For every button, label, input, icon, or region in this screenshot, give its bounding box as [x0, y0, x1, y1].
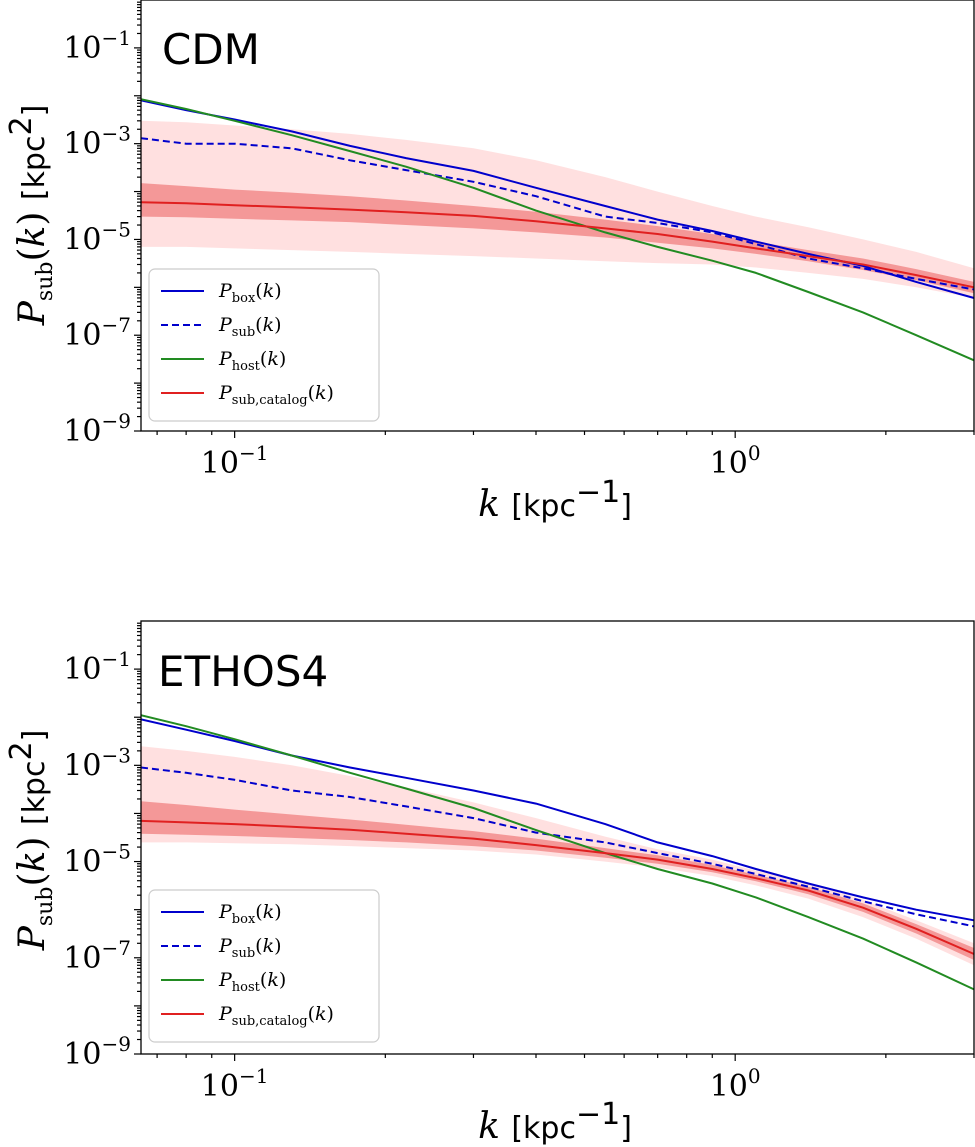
legend-item-p-host-k: Phost(k) — [161, 348, 286, 374]
y-tick-label: 10−7 — [63, 313, 131, 353]
legend-label: Phost(k) — [218, 969, 286, 995]
panel-title: ETHOS4 — [158, 647, 328, 696]
legend-label: Psub(k) — [218, 314, 282, 340]
chart-panel-cdm: 10−1 100 10−9 10−7 10−5 10−3 10−1 CDM Psub(k) … — [4, 0, 975, 525]
legend-label: Psub,catalog(k) — [218, 382, 334, 408]
ticks: 10−1 100 10−9 10−7 10−5 10−3 10−1 — [63, 1, 975, 481]
legend-label: Pbox(k) — [218, 280, 282, 306]
series-line-p-sub-catalog-k — [141, 819, 975, 955]
legend-label: Psub,catalog(k) — [218, 1003, 334, 1029]
y-tick-label: 10−5 — [63, 840, 131, 880]
legend-box — [148, 268, 380, 422]
x-axis-label: k [kpc−1] — [478, 475, 632, 525]
legend-item-p-box-k: Pbox(k) — [161, 901, 282, 927]
legend-item-p-box-k: Pbox(k) — [161, 280, 282, 306]
legend-label: Psub(k) — [218, 935, 282, 961]
y-axis-label: Psub(k) [kpc2] — [4, 105, 58, 327]
legend-item-p-sub-catalog-k: Psub,catalog(k) — [161, 382, 334, 408]
legend: Pbox(k) Psub(k) Phost(k) Psub,catalog(k) — [148, 889, 380, 1043]
panel-title: CDM — [162, 25, 260, 74]
x-tick-label: 100 — [710, 441, 761, 481]
legend-item-p-sub-k: Psub(k) — [161, 314, 282, 340]
plot-area — [141, 98, 975, 362]
y-tick-label: 10−5 — [63, 217, 131, 257]
y-tick-label: 10−1 — [63, 26, 131, 66]
series-line-p-host-k — [141, 98, 975, 362]
band-inner-p-sub-catalog-k — [141, 183, 974, 294]
x-axis-label: k [kpc−1] — [478, 1097, 632, 1147]
series-line-p-sub-k — [141, 137, 975, 291]
legend-item-p-sub-catalog-k: Psub,catalog(k) — [161, 1003, 334, 1029]
series-line-p-sub-k — [141, 766, 975, 928]
legend: Pbox(k) Psub(k) Phost(k) Psub,catalog(k) — [148, 268, 380, 422]
axes-frame — [140, 0, 975, 432]
x-tick-label: 10−1 — [201, 441, 269, 481]
x-tick-label: 100 — [710, 1064, 761, 1104]
chart-panel-ethos4: 10−1 100 10−9 10−7 10−5 10−3 10−1 ETHOS4 Psub(… — [4, 620, 975, 1147]
axes-frame — [140, 620, 975, 1055]
band-outer-p-sub-catalog-k — [141, 746, 974, 966]
y-tick-label: 10−9 — [63, 409, 131, 449]
y-tick-label: 10−1 — [63, 647, 131, 687]
series-line-p-sub-catalog-k — [141, 201, 975, 289]
ticks: 10−1 100 10−9 10−7 10−5 10−3 10−1 — [63, 622, 975, 1104]
legend-label: Pbox(k) — [218, 901, 282, 927]
y-tick-label: 10−3 — [63, 122, 131, 162]
legend-label: Phost(k) — [218, 348, 286, 374]
y-tick-label: 10−3 — [63, 743, 131, 783]
legend-item-p-sub-k: Psub(k) — [161, 935, 282, 961]
y-tick-label: 10−9 — [63, 1032, 131, 1072]
legend-item-p-host-k: Phost(k) — [161, 969, 286, 995]
x-tick-label: 10−1 — [201, 1064, 269, 1104]
plot-area — [141, 714, 975, 991]
legend-box — [148, 889, 380, 1043]
series-line-p-host-k — [141, 714, 975, 991]
band-inner-p-sub-catalog-k — [141, 801, 974, 960]
y-axis-label: Psub(k) [kpc2] — [4, 730, 58, 952]
y-tick-label: 10−7 — [63, 936, 131, 976]
